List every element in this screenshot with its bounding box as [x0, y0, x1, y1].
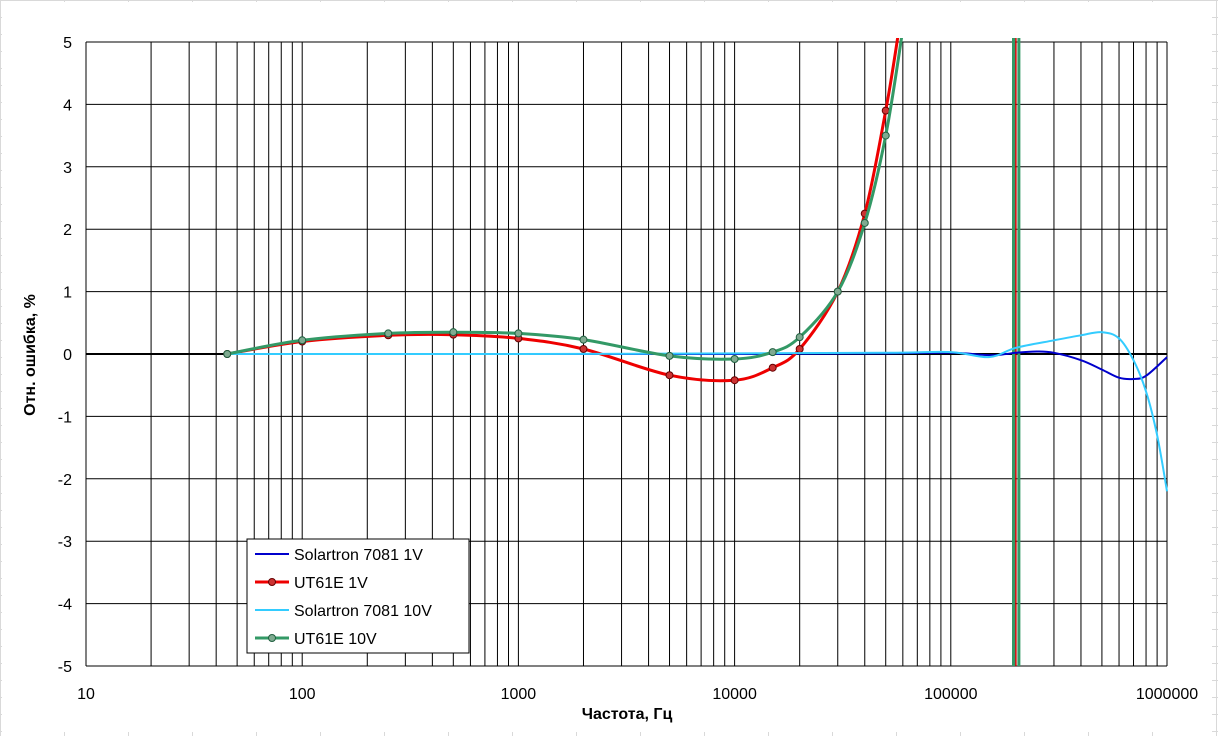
data-point	[795, 333, 804, 342]
x-axis-title: Частота, Гц	[582, 706, 673, 723]
y-tick-label: 2	[63, 222, 72, 239]
y-axis-title: Отн. ошибка, %	[22, 294, 39, 416]
x-tick-label: 10000	[712, 686, 757, 703]
series-line-ut61e-10v	[226, 38, 904, 361]
legend-label: Solartron 7081 10V	[294, 603, 432, 620]
legend-item-ut61e-1v: UT61E 1V	[255, 575, 368, 592]
legend-label: Solartron 7081 1V	[294, 547, 423, 564]
data-point	[665, 371, 674, 380]
x-tick-label: 10	[77, 686, 95, 703]
legend-box	[246, 538, 470, 654]
y-tick-label: 5	[63, 35, 72, 52]
legend-item-solartron-7081-10v: Solartron 7081 10V	[255, 603, 432, 620]
x-tick-label: 100000	[924, 686, 977, 703]
data-point	[730, 354, 739, 363]
y-tick-label: -1	[58, 409, 72, 426]
y-tick-label: -4	[58, 597, 72, 614]
x-tick-label: 100	[289, 686, 316, 703]
data-point	[881, 131, 890, 140]
data-point	[449, 328, 458, 337]
y-tick-label: 0	[63, 347, 72, 364]
series-ut61e-1v	[223, 38, 900, 385]
legend-marker	[268, 634, 276, 642]
y-tick-label: 3	[63, 160, 72, 177]
data-point	[298, 336, 307, 345]
series-ut61e-10v	[223, 38, 904, 363]
y-tick-label: -3	[58, 534, 72, 551]
y-tick-label: -5	[58, 659, 72, 676]
data-point	[665, 351, 674, 360]
data-point	[384, 329, 393, 338]
series-line-solartron-7081-10v	[227, 331, 1168, 492]
legend: Solartron 7081 1V UT61E 1V Solartron 7081 …	[246, 538, 470, 654]
legend-label: UT61E 10V	[294, 631, 377, 648]
y-tick-labels: 5 4 3 2 1 0 -1 -2 -3 -4 -5	[58, 35, 72, 676]
data-point	[860, 218, 869, 227]
series-line-ut61e-1v	[226, 38, 900, 383]
legend-label: UT61E 1V	[294, 575, 368, 592]
data-point	[579, 345, 588, 354]
data-point	[223, 350, 232, 358]
data-point	[833, 287, 842, 296]
data-point	[730, 376, 739, 385]
data-point	[795, 345, 804, 354]
y-tick-label: 1	[63, 285, 72, 302]
series-layer	[223, 38, 1168, 666]
series-solartron-7081-10v	[227, 331, 1168, 492]
data-point	[881, 106, 890, 115]
y-tick-label: 4	[63, 97, 72, 114]
data-point	[579, 335, 588, 344]
legend-item-solartron-7081-1v: Solartron 7081 1V	[255, 547, 423, 564]
data-point	[768, 348, 777, 357]
y-tick-label: -2	[58, 472, 72, 489]
data-point	[768, 363, 777, 372]
x-tick-label: 1000	[501, 686, 537, 703]
x-tick-label: 1000000	[1136, 686, 1198, 703]
legend-item-ut61e-10v: UT61E 10V	[255, 631, 377, 648]
x-tick-labels: 10 100 1000 10000 100000 1000000	[77, 686, 1198, 703]
data-point	[514, 329, 523, 338]
legend-marker	[268, 578, 276, 586]
